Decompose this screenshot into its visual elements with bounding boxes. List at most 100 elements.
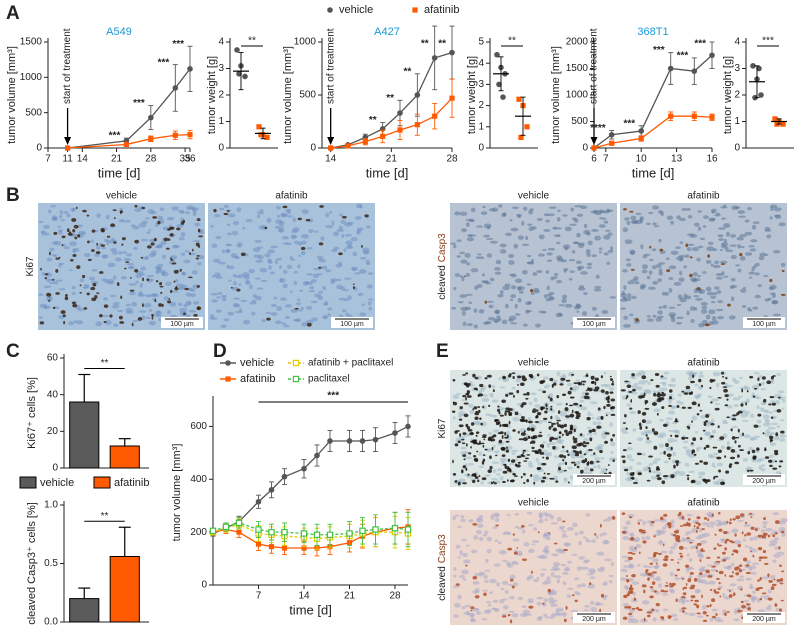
nucleus (770, 422, 779, 426)
nucleus (293, 280, 298, 285)
stained-cell (565, 605, 568, 610)
nucleus (145, 294, 153, 298)
nucleus (181, 272, 186, 276)
stained-cell (738, 444, 741, 448)
stained-cell (364, 214, 369, 218)
data-point (414, 122, 420, 128)
nucleus (715, 273, 724, 277)
stained-cell (730, 428, 733, 432)
stained-cell (648, 455, 653, 458)
nucleus (721, 217, 726, 220)
stained-cell (506, 446, 508, 449)
nucleus (723, 566, 730, 569)
stained-cell (240, 252, 246, 257)
legend-marker (327, 7, 333, 13)
nucleus (536, 616, 543, 622)
nucleus (527, 598, 534, 603)
stained-cell (709, 588, 713, 591)
nucleus (210, 224, 214, 228)
stained-cell (673, 464, 676, 469)
nucleus (556, 371, 561, 376)
nucleus (461, 538, 467, 542)
stained-cell (677, 561, 680, 564)
data-point (256, 124, 262, 130)
stained-cell (696, 604, 700, 609)
stained-cell (191, 248, 194, 252)
stained-cell (507, 410, 511, 413)
stained-cell (480, 442, 485, 445)
stained-cell (531, 570, 533, 574)
stained-cell (507, 374, 512, 378)
stained-cell (91, 249, 95, 252)
nucleus (483, 234, 491, 238)
nucleus (542, 441, 547, 444)
nucleus (723, 223, 731, 229)
nucleus (517, 297, 522, 303)
stained-cell (569, 426, 574, 431)
data-point (756, 65, 762, 72)
stained-cell (582, 383, 585, 386)
stained-cell (507, 479, 509, 482)
stained-cell (466, 426, 471, 430)
data-point (449, 95, 455, 101)
nucleus (553, 575, 562, 579)
stained-cell (660, 393, 666, 397)
nucleus (352, 251, 358, 257)
data-point (668, 113, 674, 119)
nucleus (298, 309, 303, 312)
nucleus (460, 446, 467, 450)
nucleus (624, 217, 630, 221)
legend-label: vehicle (240, 357, 274, 369)
nucleus (702, 225, 707, 228)
stained-cell (696, 612, 701, 615)
stained-cell (553, 382, 557, 386)
y-tick-label: 3 (734, 63, 740, 74)
significance: ** (101, 511, 109, 522)
stained-cell (634, 546, 637, 550)
stained-cell (470, 446, 472, 449)
nucleus (545, 219, 550, 223)
panel-letter: B (6, 185, 20, 206)
nucleus (301, 233, 309, 239)
nucleus (590, 401, 598, 405)
stained-cell (140, 256, 144, 259)
stained-cell (491, 446, 494, 451)
nucleus (587, 471, 593, 475)
nucleus (752, 221, 760, 225)
stained-cell (512, 473, 515, 476)
nucleus (773, 537, 780, 541)
nucleus (748, 276, 753, 279)
stained-cell (542, 456, 545, 459)
nucleus (732, 397, 741, 401)
nucleus (765, 527, 773, 532)
nucleus (546, 285, 550, 291)
stained-cell (600, 375, 604, 379)
nucleus (543, 598, 549, 603)
nucleus (304, 281, 311, 285)
stained-cell (495, 524, 499, 527)
nucleus (583, 609, 590, 612)
stained-cell (702, 611, 707, 615)
stained-cell (492, 389, 495, 393)
annotation: start of treatment (589, 28, 600, 104)
nucleus (294, 240, 299, 245)
nucleus (699, 371, 703, 375)
stained-cell (742, 432, 744, 437)
annotation: start of treatment (325, 28, 336, 104)
stained-cell (630, 399, 633, 403)
nucleus (670, 220, 674, 225)
nucleus (726, 440, 730, 446)
nucleus (635, 212, 642, 216)
nucleus (733, 403, 739, 408)
nucleus (156, 243, 163, 249)
nucleus (194, 222, 201, 227)
stained-cell (470, 432, 474, 435)
stained-cell (764, 456, 770, 459)
nucleus (587, 411, 591, 414)
nucleus (453, 286, 457, 291)
nucleus (514, 512, 520, 516)
nucleus (573, 425, 578, 430)
nucleus (670, 377, 676, 382)
stained-cell (754, 528, 758, 532)
stained-cell (670, 446, 673, 451)
